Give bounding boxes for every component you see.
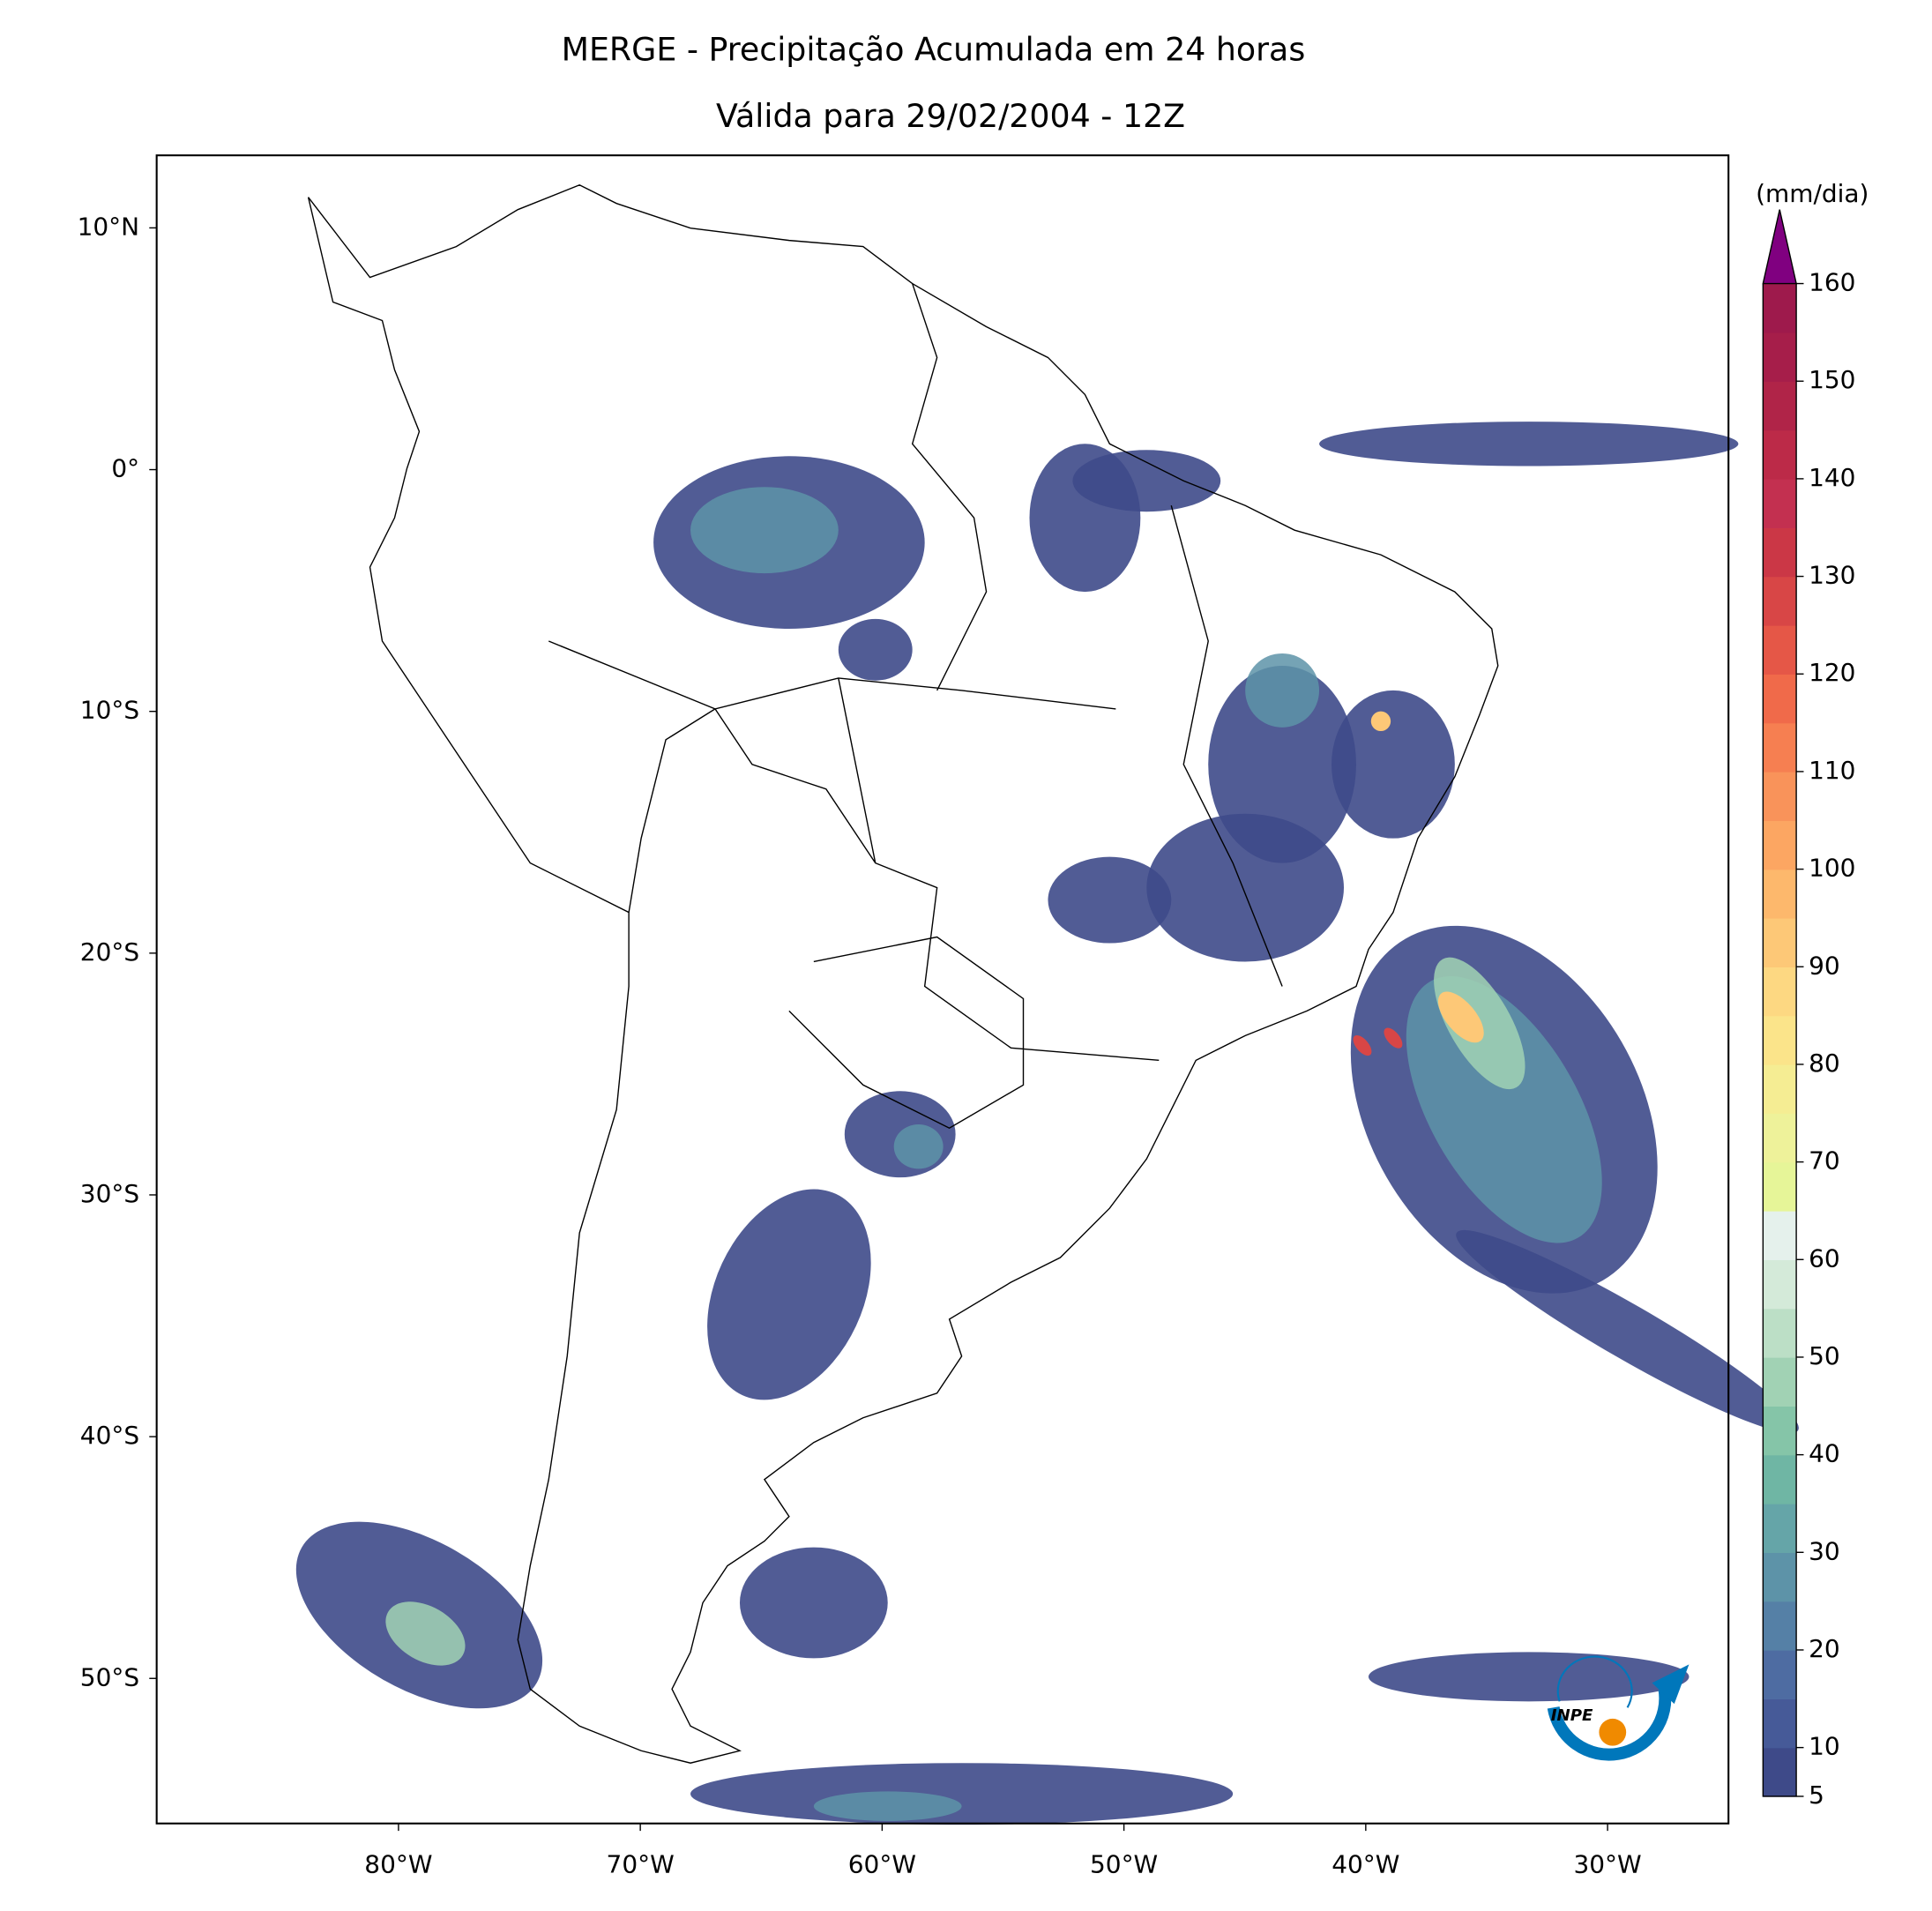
title-line: Válida para 29/02/2004 - 12Z [716,97,1185,135]
x-tick-label: 40°W [1332,1849,1399,1878]
y-tick-label: 10°N [78,212,139,241]
title-line: MERGE - Precipitação Acumulada em 24 hor… [562,31,1306,69]
colorbar-tick-label: 60 [1809,1243,1840,1273]
x-tick-label: 80°W [364,1849,432,1878]
colorbar-tick-label: 160 [1809,268,1855,297]
colorbar-extend [1762,209,1797,285]
colorbar-tick-label: 5 [1809,1780,1824,1810]
colorbar-band [1763,869,1797,919]
logo-text: INPE [1551,1706,1593,1725]
colorbar-tick-label: 50 [1809,1341,1840,1370]
colorbar-band [1763,1454,1797,1504]
colorbar-band [1763,917,1797,967]
colorbar-band [1763,1747,1797,1797]
y-tick-label: 30°S [80,1179,139,1208]
colorbar-band [1763,771,1797,821]
colorbar-tick-label: 40 [1809,1439,1840,1468]
colorbar-band [1763,820,1797,870]
y-tick-label: 0° [111,454,139,483]
x-tick-label: 30°W [1573,1849,1641,1878]
colorbar-band [1763,1698,1797,1749]
colorbar-band [1763,624,1797,675]
colorbar-band [1763,527,1797,578]
colorbar-band [1763,722,1797,773]
colorbar-tick-label: 120 [1809,658,1855,687]
colorbar-unit: (mm/dia) [1756,179,1869,208]
colorbar-band [1763,381,1797,431]
x-tick-label: 70°W [607,1849,675,1878]
logo-sun [1599,1718,1627,1746]
colorbar-tick-label: 10 [1809,1732,1840,1761]
y-tick-label: 50°S [80,1662,139,1691]
colorbar-band [1763,1113,1797,1163]
colorbar-band [1763,1356,1797,1407]
map-frame [155,154,1730,1825]
y-tick-label: 10°S [80,696,139,725]
colorbar-tick-label: 90 [1809,951,1840,980]
colorbar-tick-label: 140 [1809,463,1855,492]
colorbar-band [1763,1161,1797,1212]
colorbar-band [1763,1601,1797,1651]
colorbar-tick-label: 110 [1809,756,1855,785]
colorbar-band [1763,1552,1797,1602]
colorbar-tick-label: 20 [1809,1634,1840,1663]
inpe-logo: INPE [1547,1655,1690,1761]
colorbar-tick-label: 70 [1809,1146,1840,1176]
logo-orbit [1556,1655,1633,1708]
colorbar-band [1763,674,1797,724]
y-tick-label: 20°S [80,937,139,967]
colorbar-band [1763,1649,1797,1700]
colorbar-tick-label: 130 [1809,561,1855,590]
precipitation [295,422,1799,1825]
logo-arrow [1652,1664,1690,1705]
colorbar-tick-label: 150 [1809,365,1855,394]
colorbar-tick-label: 80 [1809,1049,1840,1078]
colorbar-band [1763,1210,1797,1260]
colorbar-tick-label: 30 [1809,1536,1840,1565]
colorbar-band [1763,1308,1797,1358]
colorbar-band [1763,478,1797,528]
colorbar-band [1763,332,1797,382]
colorbar-band [1763,1064,1797,1114]
coastline [307,183,1499,1764]
colorbar-band [1763,429,1797,480]
logo-arc [1547,1688,1672,1761]
colorbar-band [1763,1503,1797,1553]
x-tick-label: 60°W [848,1849,916,1878]
colorbar-band [1763,576,1797,626]
border [548,283,1283,1130]
colorbar-band [1763,283,1797,333]
colorbar-tick-label: 100 [1809,854,1855,883]
y-tick-label: 40°S [80,1421,139,1450]
colorbar-band [1763,1406,1797,1456]
colorbar-band [1763,967,1797,1017]
colorbar-band [1763,1259,1797,1310]
colorbar-frame [1762,283,1797,1797]
x-tick-label: 50°W [1090,1849,1158,1878]
colorbar-band [1763,1015,1797,1065]
